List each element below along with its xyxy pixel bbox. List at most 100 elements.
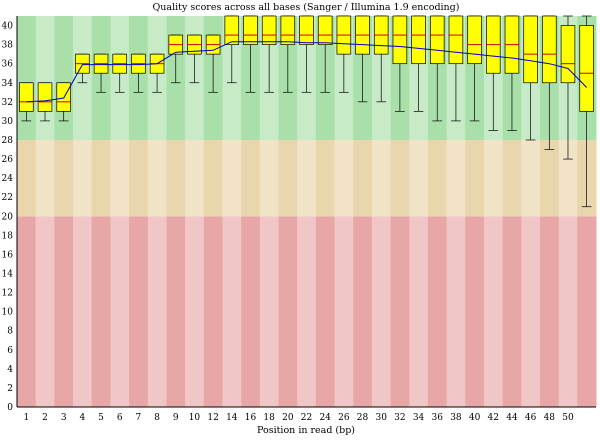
x-tick-label: 44: [506, 413, 518, 423]
band-stripe: [297, 216, 317, 407]
band-stripe: [147, 216, 167, 407]
iqr-box: [560, 25, 576, 84]
iqr-box: [37, 82, 53, 112]
x-tick-label: 1: [23, 413, 29, 423]
box-position-46-47: [523, 15, 538, 141]
x-tick-label: 24: [319, 413, 331, 423]
x-tick-label: 50: [562, 413, 574, 423]
band-stripe: [315, 216, 336, 407]
y-tick-label: 30: [2, 117, 14, 127]
box-plots: [19, 15, 594, 208]
band-stripe: [259, 216, 279, 407]
y-tick-label: 4: [7, 365, 13, 375]
box-position-48-49: [542, 15, 557, 150]
x-tick-label: 12: [207, 413, 218, 423]
y-tick-label: 10: [2, 308, 14, 318]
plot-frame: [16, 16, 596, 408]
x-tick-label: 9: [173, 413, 179, 423]
box-position-4: [75, 53, 90, 84]
band-stripe: [35, 139, 55, 217]
band-stripe: [185, 216, 205, 407]
y-tick-label: 22: [2, 193, 13, 203]
y-tick-label: 8: [7, 327, 13, 337]
y-tick-label: 34: [2, 79, 14, 89]
band-stripe: [539, 139, 560, 217]
band-stripe: [483, 139, 504, 217]
band-stripe: [521, 139, 541, 217]
y-tick-label: 28: [2, 136, 14, 146]
box-position-50: [560, 15, 576, 160]
band-stripe: [390, 139, 410, 217]
iqr-box: [19, 82, 34, 112]
band-stripe: [203, 139, 223, 217]
band-stripe: [409, 216, 429, 407]
band-stripe: [427, 216, 448, 407]
x-axis-ticks: 1 2 3 4 5 6 7 8 9 10 12 14 16 18 20 22 24 26 28 30 32 34 36 38 4…: [23, 413, 574, 423]
iqr-box: [429, 15, 445, 65]
mean-line: [26, 41, 588, 103]
band-stripe: [353, 139, 373, 217]
iqr-box: [243, 15, 258, 45]
box-position-40-41: [467, 15, 482, 122]
box-position-6: [112, 53, 127, 93]
y-tick-label: 0: [7, 403, 13, 413]
y-tick-label: 40: [2, 22, 14, 32]
band-stripe: [185, 139, 205, 217]
band-stripe: [129, 139, 149, 217]
band-stripe: [427, 139, 448, 217]
box-position-2: [37, 82, 53, 122]
band-stripe: [446, 139, 466, 217]
y-tick-label: 38: [2, 41, 14, 51]
band-stripe: [166, 216, 186, 407]
band-stripe: [353, 216, 373, 407]
box-position-18-19: [261, 15, 277, 93]
band-stripe: [502, 139, 522, 217]
x-tick-label: 8: [154, 413, 160, 423]
box-position-5: [93, 53, 109, 93]
band-stripe: [241, 139, 261, 217]
x-tick-label: 38: [450, 413, 462, 423]
box-position-7: [131, 53, 146, 93]
iqr-box: [523, 15, 538, 84]
x-tick-label: 30: [375, 413, 387, 423]
x-tick-label: 34: [413, 413, 425, 423]
x-tick-label: 10: [189, 413, 201, 423]
chart-title: Quality scores across all bases (Sanger …: [153, 2, 460, 13]
y-tick-label: 12: [2, 289, 13, 299]
y-tick-label: 32: [2, 98, 13, 108]
band-stripe: [521, 216, 541, 407]
band-stripe: [222, 139, 242, 217]
iqr-box: [448, 15, 464, 65]
band-stripe: [558, 216, 578, 407]
x-tick-label: 20: [282, 413, 294, 423]
band-stripe: [371, 139, 392, 217]
band-stripe: [91, 216, 111, 407]
x-tick-label: 16: [245, 413, 257, 423]
x-tick-label: 14: [226, 413, 238, 423]
x-axis-label: Position in read (bp): [257, 425, 355, 436]
band-stripe: [54, 139, 74, 217]
iqr-box: [224, 15, 240, 45]
x-tick-label: 2: [42, 413, 48, 423]
x-tick-label: 6: [117, 413, 123, 423]
band-stripe: [502, 216, 522, 407]
band-stripe: [73, 216, 93, 407]
box-position-24-25: [317, 15, 333, 93]
iqr-box: [467, 15, 482, 65]
y-tick-label: 16: [2, 250, 14, 260]
y-tick-label: 36: [2, 60, 14, 70]
band-stripe: [315, 139, 336, 217]
iqr-box: [317, 15, 333, 45]
band-stripe: [35, 16, 55, 140]
box-position-42-43: [486, 15, 501, 131]
band-stripe: [278, 216, 298, 407]
band-stripe: [465, 216, 485, 407]
band-stripe: [446, 216, 466, 407]
band-stripe: [17, 216, 37, 407]
band-stripe: [297, 139, 317, 217]
x-tick-label: 28: [357, 413, 369, 423]
box-position-30-31: [373, 15, 389, 103]
box-position-51: [579, 15, 594, 208]
